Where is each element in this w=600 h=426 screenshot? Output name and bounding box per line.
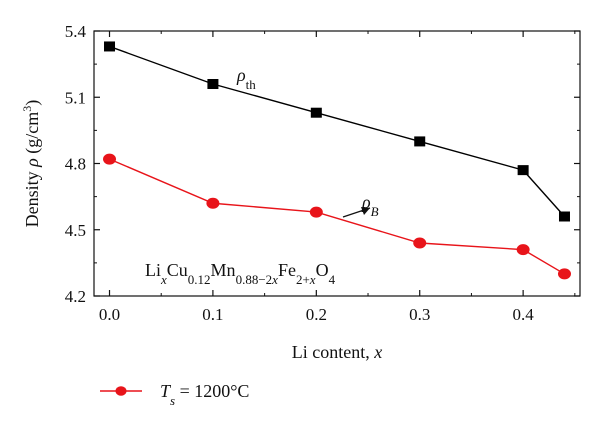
data-point-rho-th bbox=[207, 79, 219, 89]
x-tick-label: 0.3 bbox=[409, 305, 430, 324]
data-point-rho-b bbox=[103, 153, 117, 165]
rho-b-arrow-head bbox=[361, 207, 370, 215]
series-line-rho-b bbox=[109, 158, 565, 275]
legend-label: Ts = 1200°C bbox=[160, 381, 249, 408]
y-tick-label: 5.1 bbox=[65, 88, 86, 107]
rho-th-label: ρth bbox=[236, 65, 256, 92]
legend-marker bbox=[115, 386, 127, 396]
formula-label: LixCu0.12Mn0.88−2xFe2+xO4 bbox=[145, 260, 336, 287]
data-point-rho-th bbox=[310, 107, 322, 118]
x-tick-label: 0.4 bbox=[513, 305, 535, 324]
plot-frame bbox=[93, 30, 581, 297]
data-point-rho-b bbox=[516, 244, 530, 256]
series-layer bbox=[103, 41, 571, 280]
rho-b-label: ρB bbox=[361, 192, 379, 219]
y-axis-title: Density ρ (g/cm3) bbox=[20, 100, 43, 228]
data-point-rho-b bbox=[413, 237, 427, 249]
x-axis-title: Li content, x bbox=[292, 342, 382, 362]
x-tick-label: 0.1 bbox=[202, 305, 223, 324]
y-tick-label: 4.5 bbox=[65, 221, 86, 240]
y-tick-label: 5.4 bbox=[65, 22, 87, 41]
y-tick-label: 4.2 bbox=[65, 287, 86, 306]
data-point-rho-th bbox=[104, 41, 116, 52]
data-point-rho-th bbox=[414, 136, 426, 147]
x-tick-label: 0.0 bbox=[99, 305, 120, 324]
legend: Ts = 1200°C bbox=[100, 381, 249, 408]
data-point-rho-b bbox=[309, 206, 323, 218]
series-line-rho-th bbox=[109, 45, 566, 217]
y-tick-label: 4.8 bbox=[65, 155, 86, 174]
data-point-rho-b bbox=[206, 197, 220, 209]
data-point-rho-b bbox=[557, 268, 571, 280]
data-point-rho-th bbox=[517, 165, 529, 176]
annotation-layer: ρth ρB LixCu0.12Mn0.88−2xFe2+xO4 bbox=[145, 65, 379, 287]
x-tick-label: 0.2 bbox=[306, 305, 327, 324]
axes-group: 0.0 0.1 0.2 0.3 0.4 4.2 4.5 4.8 5.1 5.4 Li content… bbox=[20, 22, 581, 362]
data-point-rho-th bbox=[558, 211, 570, 222]
